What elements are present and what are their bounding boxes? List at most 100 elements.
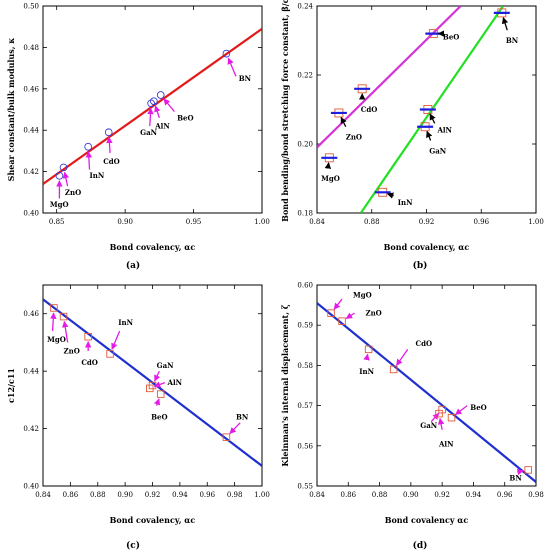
y-tick-label: 0.46 — [23, 85, 39, 93]
y-axis-label: Kleinman's internal displacement, ζ — [280, 304, 290, 466]
point-label: ZnO — [346, 133, 362, 142]
point-label: BN — [236, 413, 249, 422]
data-point — [222, 49, 231, 58]
data-point — [106, 350, 114, 358]
point-label: MgO — [353, 291, 372, 300]
point-label: BN — [509, 473, 522, 482]
y-tick-label: 0.40 — [23, 210, 39, 218]
x-tick-label: 0.96 — [473, 218, 489, 226]
panel-caption: (d) — [413, 540, 428, 551]
data-point — [50, 304, 58, 312]
panel-caption: (a) — [126, 260, 140, 271]
point-label: InN — [118, 318, 133, 327]
y-tick-label: 0.48 — [23, 44, 39, 52]
label-arrow — [516, 468, 524, 476]
y-tick-label: 0.20 — [297, 141, 313, 149]
y-tick-label: 0.44 — [23, 368, 39, 376]
point-label: BN — [239, 74, 252, 83]
point-label: AlN — [438, 439, 454, 448]
point-label: MgO — [50, 200, 69, 209]
data-point — [435, 409, 443, 418]
point-label: CdO — [416, 339, 433, 348]
plot-frame — [316, 284, 537, 487]
data-point — [447, 413, 456, 422]
y-tick-label: 0.40 — [23, 483, 39, 491]
plot-frame — [42, 5, 263, 214]
label-arrow — [454, 405, 468, 416]
x-tick-label: 0.88 — [364, 218, 380, 226]
label-arrow — [153, 381, 166, 388]
label-arrow — [386, 192, 395, 199]
x-tick-label: 0.96 — [497, 491, 513, 499]
data-point — [156, 390, 165, 398]
label-arrow — [163, 98, 175, 112]
x-tick-label: 1.00 — [528, 218, 544, 226]
point-label: CdO — [103, 157, 120, 166]
label-arrow — [324, 162, 332, 169]
x-tick-label: 1.00 — [254, 218, 270, 226]
label-arrow — [154, 370, 161, 382]
label-arrow — [501, 17, 509, 31]
point-label: MgO — [47, 335, 66, 344]
label-arrow — [106, 136, 113, 154]
data-point — [364, 345, 373, 354]
x-tick-label: 0.98 — [227, 491, 243, 499]
y-tick-label: 0.57 — [297, 402, 313, 410]
point-label: MgO — [321, 174, 340, 183]
x-tick-label: 0.90 — [403, 491, 419, 499]
y-tick-label: 0.58 — [297, 362, 313, 370]
label-arrow — [426, 130, 433, 141]
data-point — [338, 317, 346, 325]
x-tick-label: 0.84 — [309, 218, 325, 226]
point-label: GaN — [429, 146, 447, 155]
x-tick-label: 0.88 — [372, 491, 388, 499]
point-label: ZnO — [65, 188, 81, 197]
y-axis-label: Shear constant/bulk modulus, κ — [6, 38, 16, 182]
label-arrow — [111, 330, 121, 350]
x-axis-label: Bond covalency, αc — [110, 515, 196, 525]
data-point — [84, 332, 92, 341]
point-label: InN — [90, 171, 105, 180]
panel-caption: (c) — [126, 540, 140, 551]
label-arrow — [50, 312, 57, 331]
label-arrow — [340, 116, 347, 128]
y-tick-label: 0.55 — [297, 483, 313, 491]
point-label: BeO — [151, 413, 167, 422]
y-tick-label: 0.50 — [23, 3, 39, 11]
y-axis-label: c12/c11 — [6, 368, 16, 403]
label-arrow — [62, 171, 70, 187]
data-point — [222, 433, 231, 441]
chart-panel-b: 0.84 0.88 0.92 0.96 1.00 0.18 0.20 0.22 0.24 MgO Z… — [280, 0, 544, 271]
point-label: ZnO — [365, 309, 381, 318]
x-tick-label: 0.94 — [466, 491, 482, 499]
x-tick-label: 0.88 — [90, 491, 106, 499]
x-tick-label: 0.95 — [186, 218, 202, 226]
point-label: ZnO — [64, 347, 80, 356]
y-tick-label: 0.42 — [23, 168, 39, 176]
x-tick-label: 0.84 — [35, 491, 51, 499]
point-label: GaN — [157, 361, 175, 370]
point-label: CdO — [361, 105, 378, 114]
point-label: AlN — [436, 126, 452, 135]
x-tick-label: 0.85 — [49, 218, 65, 226]
point-label: GaN — [140, 128, 158, 137]
x-tick-label: 0.86 — [63, 491, 79, 499]
label-arrow — [363, 353, 370, 361]
y-tick-label: 0.24 — [297, 3, 313, 11]
y-tick-label: 0.42 — [23, 425, 39, 433]
x-tick-label: 1.00 — [254, 491, 270, 499]
fit-line — [317, 302, 536, 483]
y-tick-label: 0.18 — [297, 210, 313, 218]
chart-panel-d: 0.84 0.86 0.88 0.90 0.92 0.94 0.96 0.98 0.55 0.56… — [280, 282, 544, 552]
data-point — [84, 142, 93, 151]
data-point — [59, 312, 68, 321]
y-tick-label: 0.56 — [297, 442, 313, 450]
chart-panel-c: 0.84 0.86 0.88 0.90 0.92 0.94 0.96 0.98 1.00 0.40… — [6, 284, 270, 551]
y-tick-label: 0.60 — [297, 282, 313, 290]
chart-panel-a: 0.85 0.90 0.95 1.00 0.40 0.42 0.44 0.46 0.48 0.50… — [6, 3, 270, 272]
data-point — [146, 384, 154, 393]
data-point — [389, 365, 398, 374]
label-arrow — [333, 298, 343, 310]
data-point — [150, 97, 158, 106]
label-arrow — [229, 422, 241, 435]
